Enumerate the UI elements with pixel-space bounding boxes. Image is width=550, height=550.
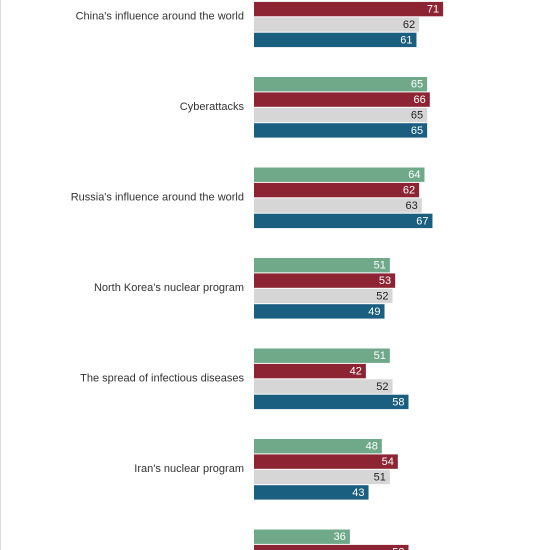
bar [254,379,393,394]
bar [254,529,350,544]
bar [254,123,428,138]
value-label: 54 [382,456,394,468]
bar [254,304,385,319]
value-label: 62 [403,19,415,31]
value-label: 63 [406,200,418,212]
bar [254,363,366,379]
value-label: 42 [350,366,362,378]
bar [254,182,420,198]
value-label: 64 [408,169,420,181]
bar [254,454,398,469]
bar [254,288,393,304]
bar [254,544,409,550]
value-label: 52 [376,290,388,302]
value-label: 53 [379,275,391,287]
value-label: 51 [374,260,386,272]
value-label: 43 [352,487,364,499]
value-label: 58 [392,547,404,550]
value-label: 65 [411,125,423,137]
bar [254,213,433,229]
value-label: 36 [334,531,346,543]
value-label: 58 [392,396,404,408]
bar [254,17,420,32]
value-label: 61 [400,34,412,46]
category-label: Iran's nuclear program [134,463,244,475]
bar [254,394,409,410]
value-label: 49 [368,306,380,318]
value-label: 52 [376,381,388,393]
bar [254,258,390,273]
bar [254,348,390,363]
category-label: The spread of infectious diseases [80,373,244,385]
value-label: 66 [414,94,426,106]
bar [254,107,428,123]
value-label: 62 [403,185,415,197]
value-label: 65 [411,79,423,91]
value-label: 71 [427,4,439,16]
category-label: Cyberattacks [180,101,245,113]
bar [254,469,390,485]
bar [254,273,396,288]
bar [254,439,382,454]
value-label: 51 [374,350,386,362]
bar [254,198,422,213]
bar [254,77,428,92]
category-label: North Korea's nuclear program [94,282,244,294]
category-label: China's influence around the world [76,11,244,23]
category-label: Russia's influence around the world [71,192,244,204]
value-label: 51 [374,471,386,483]
bar [254,485,369,500]
bar [254,32,417,48]
bar [254,167,425,182]
bar [254,1,444,17]
value-label: 65 [411,109,423,121]
bar [254,92,430,107]
value-label: 67 [416,215,428,227]
value-label: 48 [366,441,378,453]
